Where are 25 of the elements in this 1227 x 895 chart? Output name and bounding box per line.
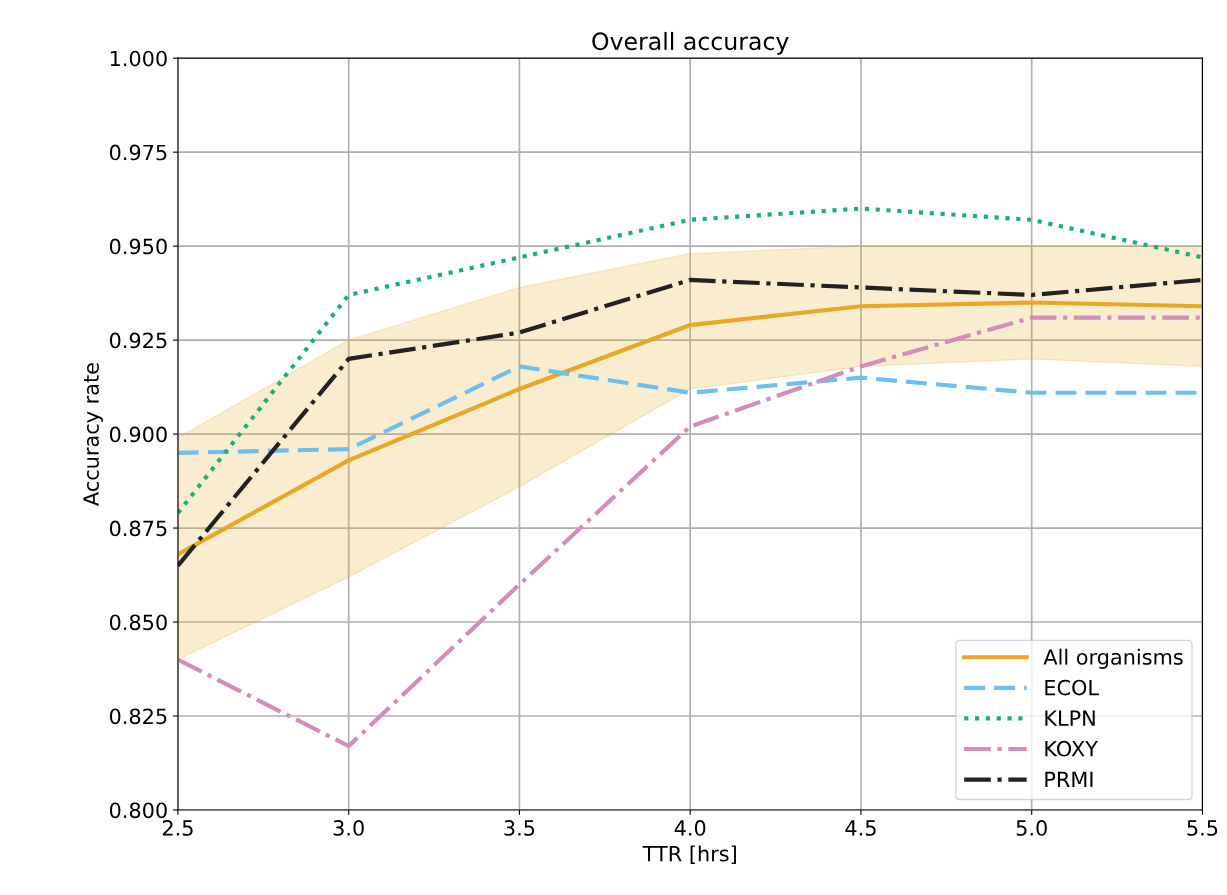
y-axis-title: Accuracy rate [83, 363, 103, 506]
legend-label: ECOL [1045, 679, 1099, 696]
legend-label: KLPN [1045, 710, 1095, 726]
y-tick-label: 0.975 [109, 144, 167, 161]
y-tick-label: 0.900 [109, 426, 167, 443]
chart-title: Overall accuracy [592, 31, 789, 55]
x-tick-label: 5.0 [1016, 820, 1047, 836]
line-series [177, 206, 1203, 516]
y-tick-label: 1.000 [110, 50, 167, 67]
x-axis-title: TTR [hrs] [642, 845, 736, 864]
y-tick-label: 0.925 [109, 332, 167, 349]
y-tick-label: 0.800 [109, 802, 167, 819]
y-tick-label: 0.825 [109, 708, 167, 725]
x-tick-label: 5.5 [1187, 820, 1218, 836]
legend-label: All organisms [1043, 648, 1183, 669]
y-tick-label: 0.850 [109, 614, 167, 631]
x-tick-label: 3.0 [333, 820, 364, 836]
x-tick-label: 2.5 [162, 820, 193, 836]
legend-label: PRMI [1045, 771, 1093, 787]
x-tick-label: 3.5 [504, 820, 535, 836]
x-tick-label: 4.5 [845, 820, 876, 836]
x-tick-label: 4.0 [674, 820, 706, 836]
y-tick-label: 0.950 [109, 238, 167, 255]
legend-label: KOXY [1045, 740, 1098, 757]
y-tick-label: 0.875 [109, 520, 167, 537]
